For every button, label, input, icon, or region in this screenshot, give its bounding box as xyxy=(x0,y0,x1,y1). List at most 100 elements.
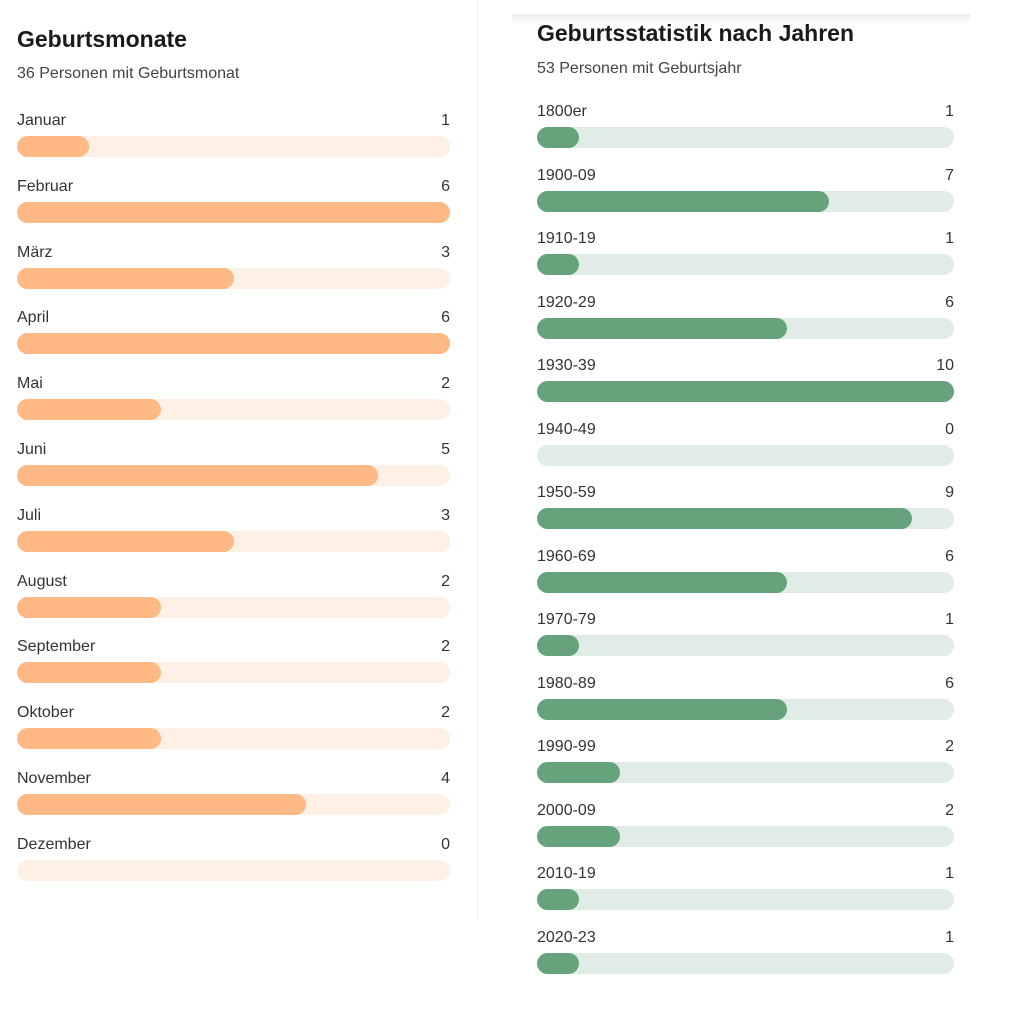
decade-count: 9 xyxy=(945,484,954,501)
decade-bar-track xyxy=(537,889,954,910)
month-bar-track xyxy=(17,662,450,684)
decade-row-header: 1960-69 6 xyxy=(537,547,954,567)
decade-label: 1950-59 xyxy=(537,484,596,501)
decade-bar-fill xyxy=(537,825,621,847)
month-bar-fill xyxy=(17,793,306,815)
decade-bar-row: 1900-09 7 xyxy=(537,166,954,230)
month-bar-fill xyxy=(17,333,450,355)
month-label: Juli xyxy=(17,506,42,524)
decade-label: 1800er xyxy=(537,103,587,120)
month-row-header: Mai 2 xyxy=(17,374,450,394)
decade-row-header: 1920-29 6 xyxy=(537,293,954,313)
decade-bar-row: 1980-89 6 xyxy=(537,674,954,738)
panel-divider xyxy=(477,0,478,920)
decade-label: 1920-29 xyxy=(537,293,596,311)
month-bar-fill xyxy=(17,728,162,750)
decade-count: 1 xyxy=(945,103,954,120)
decade-bar-row: 1990-99 2 xyxy=(537,737,954,801)
month-count: 2 xyxy=(441,375,450,393)
decade-bar-fill xyxy=(537,381,954,402)
month-count: 3 xyxy=(441,506,450,524)
month-bar-row: März 3 xyxy=(17,243,450,309)
month-label: Februar xyxy=(17,177,74,195)
decade-label: 1980-89 xyxy=(537,674,596,692)
decade-row-header: 1910-19 1 xyxy=(537,229,954,249)
decade-row-header: 1990-99 2 xyxy=(537,737,954,757)
month-count: 2 xyxy=(441,572,450,590)
month-bar-row: Februar 6 xyxy=(17,177,450,243)
month-label: Juni xyxy=(17,440,47,458)
decade-count: 6 xyxy=(945,547,954,565)
decade-bar-track xyxy=(537,317,954,339)
decade-bar-row: 1920-29 6 xyxy=(537,293,954,357)
month-bar-track xyxy=(17,399,450,421)
decade-count: 2 xyxy=(945,801,954,819)
month-row-header: März 3 xyxy=(17,243,450,263)
month-count: 5 xyxy=(441,440,450,458)
birth-months-subtitle: 36 Personen mit Geburtsmonat xyxy=(17,65,240,82)
decade-count: 10 xyxy=(936,357,954,374)
decade-label: 1970-79 xyxy=(537,611,596,628)
decade-bar-fill xyxy=(537,317,788,339)
month-count: 2 xyxy=(441,704,450,722)
month-row-header: Juli 3 xyxy=(17,506,450,526)
decade-count: 0 xyxy=(945,420,954,438)
decade-count: 1 xyxy=(945,230,954,247)
month-row-header: April 6 xyxy=(17,308,450,328)
decade-label: 1990-99 xyxy=(537,738,596,755)
decade-bar-fill xyxy=(537,508,913,529)
decade-bar-track xyxy=(537,825,954,847)
month-label: November xyxy=(17,769,91,787)
decade-bar-track xyxy=(537,254,954,275)
month-bar-track xyxy=(17,136,450,157)
month-bar-row: April 6 xyxy=(17,308,450,374)
decade-count: 1 xyxy=(945,865,954,882)
month-count: 6 xyxy=(441,177,450,195)
month-bar-fill xyxy=(17,201,450,223)
month-bar-row: Oktober 2 xyxy=(17,703,450,769)
month-count: 0 xyxy=(441,835,450,853)
month-bar-row: Mai 2 xyxy=(17,374,450,440)
decade-row-header: 1930-39 10 xyxy=(537,356,954,376)
decade-bar-track xyxy=(537,444,954,466)
decade-label: 2000-09 xyxy=(537,801,596,819)
decade-bar-track xyxy=(537,698,954,720)
decade-bar-row: 1960-69 6 xyxy=(537,547,954,611)
birth-years-title: Geburtsstatistik nach Jahren xyxy=(537,20,854,46)
decade-bar-fill xyxy=(537,254,579,275)
month-bar-fill xyxy=(17,267,234,289)
decade-bar-row: 2010-19 1 xyxy=(537,864,954,928)
month-bar-fill xyxy=(17,399,162,421)
month-bar-fill xyxy=(17,530,234,552)
decade-bar-fill xyxy=(537,127,579,148)
month-bar-track xyxy=(17,530,450,552)
birth-years-subtitle: 53 Personen mit Geburtsjahr xyxy=(537,60,742,77)
month-row-header: Februar 6 xyxy=(17,177,450,197)
decade-count: 6 xyxy=(945,674,954,692)
decade-row-header: 1800er 1 xyxy=(537,102,954,122)
decade-row-header: 2010-19 1 xyxy=(537,864,954,884)
month-row-header: Januar 1 xyxy=(17,111,450,131)
decade-bar-fill xyxy=(537,698,788,720)
month-label: August xyxy=(17,572,67,590)
month-bar-fill xyxy=(17,596,162,618)
month-bar-track xyxy=(17,267,450,289)
decade-bar-fill xyxy=(537,190,829,212)
month-bar-row: Juni 5 xyxy=(17,440,450,506)
decade-bar-track xyxy=(537,508,954,529)
decade-row-header: 1900-09 7 xyxy=(537,166,954,186)
month-count: 3 xyxy=(441,243,450,261)
decade-bar-fill xyxy=(537,952,579,974)
month-count: 2 xyxy=(441,638,450,656)
decade-bar-fill xyxy=(537,889,579,910)
month-bar-row: Juli 3 xyxy=(17,506,450,572)
month-row-header: Dezember 0 xyxy=(17,835,450,855)
decade-label: 1930-39 xyxy=(537,357,596,374)
decade-bar-track xyxy=(537,762,954,783)
month-row-header: September 2 xyxy=(17,637,450,657)
decade-bar-row: 2000-09 2 xyxy=(537,801,954,865)
decade-count: 1 xyxy=(945,611,954,628)
decade-row-header: 2020-23 1 xyxy=(537,928,954,948)
month-label: Januar xyxy=(17,112,66,129)
